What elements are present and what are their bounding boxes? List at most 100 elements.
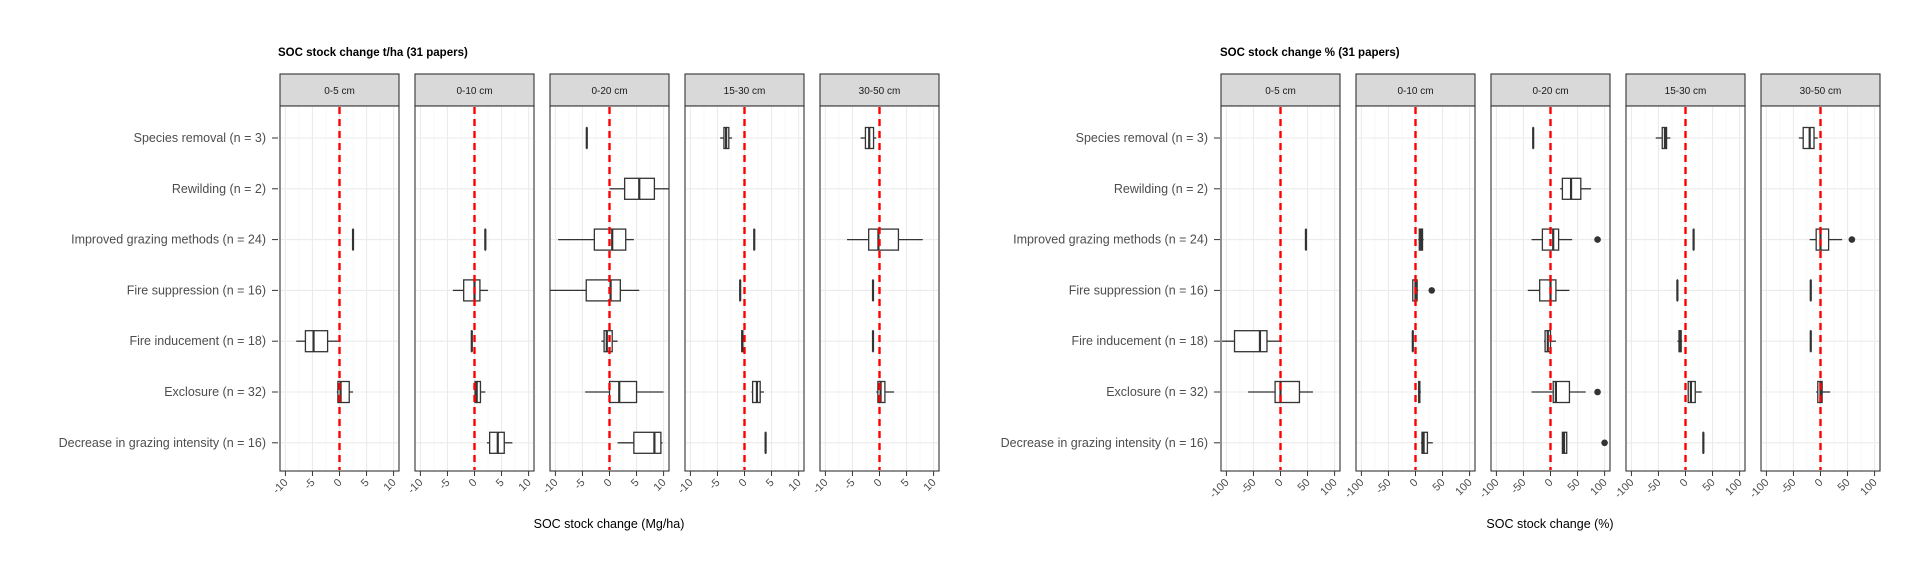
y-category-label: Exclosure (n = 32) [164, 385, 266, 399]
x-tick-label: 100 [1453, 477, 1474, 498]
boxplot-mark [1222, 330, 1281, 353]
facet-strip-label: 15-30 cm [1665, 86, 1707, 97]
x-tick-label: 0 [1813, 477, 1826, 490]
x-tick-label: 5 [359, 477, 372, 490]
y-category-label: Fire suppression (n = 16) [127, 283, 266, 297]
boxplot-mark [720, 126, 733, 150]
outlier-point [1594, 236, 1601, 243]
boxplot-mark [1655, 126, 1671, 150]
x-tick-label: 0 [602, 477, 615, 490]
x-tick-label: 0 [737, 477, 750, 490]
boxplot-mark [1418, 380, 1421, 404]
x-tick-label: 5 [764, 477, 777, 490]
boxplot-mark [1560, 177, 1592, 200]
x-tick-label: 10 [787, 477, 804, 494]
facet-panel: 0-20 cm -10 -5 0 5 10 [541, 73, 670, 497]
x-tick-label: -5 [437, 477, 452, 492]
x-tick-label: -100 [1342, 477, 1366, 501]
facet-strip-label: 0-5 cm [1265, 86, 1296, 97]
x-tick-label: 100 [1318, 477, 1339, 498]
x-tick-label: -100 [1612, 477, 1636, 501]
x-tick-label: 100 [1858, 477, 1879, 498]
facet-panel: 30-50 cm -100 -50 0 50 100 [1747, 73, 1881, 501]
facet-panel: 0-5 cm -100 -50 0 50 100 [1207, 73, 1341, 501]
outlier-point [1601, 439, 1608, 447]
x-tick-label: -10 [811, 477, 831, 497]
x-tick-label: 5 [494, 477, 507, 490]
facet-strip [1220, 73, 1341, 107]
box-iqr [1539, 279, 1557, 302]
facet-strip-label: 30-50 cm [1800, 86, 1842, 97]
x-tick-label: -50 [1644, 477, 1664, 497]
x-tick-label: 100 [1588, 477, 1609, 498]
x-tick-label: 10 [382, 477, 399, 494]
outlier-point [1428, 287, 1436, 294]
facet-strip-label: 0-20 cm [1532, 86, 1568, 97]
facet-strip [684, 73, 805, 107]
y-category-label: Fire inducement (n = 18) [1071, 334, 1208, 348]
boxplot-mark [1531, 380, 1601, 404]
boxplot-mark [296, 330, 339, 353]
box-iqr [1233, 330, 1268, 353]
boxplot-mark [860, 126, 877, 150]
boxplot-mark [585, 380, 664, 404]
boxplot-mark [1687, 380, 1702, 404]
boxplot-mark [486, 431, 513, 454]
x-axis-title-tha: SOC stock change (Mg/ha) [534, 517, 685, 531]
facet-strip [414, 73, 535, 107]
y-category-label: Rewilding (n = 2) [172, 182, 266, 196]
boxplot-mark [1677, 330, 1683, 353]
x-tick-label: 50 [1296, 477, 1313, 494]
boxplot-mark [1561, 431, 1608, 454]
facet-panel: 0-5 cm -10 -5 0 5 10 [271, 73, 400, 497]
facet-panel: 15-30 cm -100 -50 0 50 100 [1612, 73, 1746, 501]
boxplot-mark [741, 330, 744, 353]
facet-strip [549, 73, 670, 107]
x-tick-label: -50 [1509, 477, 1529, 497]
box-iqr [463, 279, 481, 302]
box-iqr [603, 330, 613, 353]
boxplot-mark [601, 330, 618, 353]
facet-strip [1355, 73, 1476, 107]
outlier-point [1848, 236, 1856, 243]
x-tick-label: 5 [899, 477, 912, 490]
box-iqr [304, 330, 329, 353]
y-category-label: Exclosure (n = 32) [1106, 385, 1208, 399]
facet-strip [819, 73, 940, 107]
boxplot-mark [1527, 279, 1570, 302]
facet-panel: 0-20 cm -100 -50 0 50 100 [1477, 73, 1611, 501]
x-tick-label: -100 [1207, 477, 1231, 501]
facet-panel: 15-30 cm -10 -5 0 5 10 [676, 73, 805, 496]
facet-strip [1760, 73, 1881, 107]
x-tick-label: 50 [1701, 477, 1718, 494]
facet-panel: 30-50 cm -10 -5 0 5 10 [811, 73, 940, 497]
x-tick-label: 50 [1836, 477, 1853, 494]
facet-strip-label: 0-10 cm [456, 86, 492, 97]
x-tick-label: -50 [1239, 477, 1259, 497]
x-tick-label: -5 [302, 477, 317, 492]
plot-soc-percent: Species removal (n = 3) Rewilding (n = 2)… [1001, 73, 1881, 501]
x-tick-label: -10 [541, 477, 561, 497]
facet-panel: 0-10 cm -10 -5 0 5 10 [406, 73, 535, 497]
x-tick-label: 0 [872, 477, 885, 490]
boxplot-mark [1420, 431, 1433, 454]
box-iqr [585, 279, 621, 302]
facet-strip-label: 0-5 cm [324, 86, 355, 97]
box-iqr [868, 228, 900, 251]
x-tick-label: -100 [1747, 477, 1771, 501]
x-tick-label: -10 [271, 477, 291, 497]
x-tick-label: 0 [332, 477, 345, 490]
x-tick-label: 10 [922, 477, 939, 494]
x-tick-label: -50 [1374, 477, 1394, 497]
x-tick-label: -10 [406, 477, 426, 497]
boxplot-mark [609, 177, 669, 200]
y-category-label: Improved grazing methods (n = 24) [1013, 233, 1208, 247]
y-category-label: Fire inducement (n = 18) [129, 334, 266, 348]
outlier-point [1594, 388, 1601, 396]
box-iqr [633, 431, 662, 454]
boxplot-mark [1418, 228, 1424, 251]
x-tick-label: -50 [1779, 477, 1799, 497]
x-tick-label: 0 [1543, 477, 1556, 490]
boxplot-mark [1809, 228, 1856, 251]
